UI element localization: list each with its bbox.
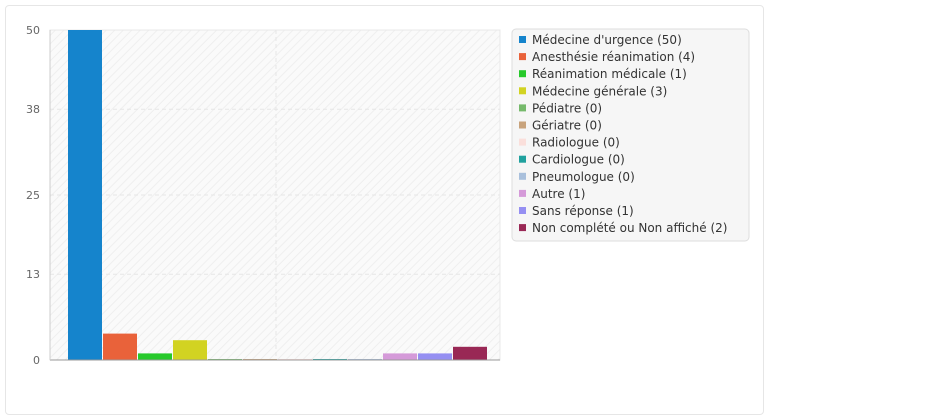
legend-label-12[interactable]: Non complété ou Non affiché (2)	[532, 221, 727, 235]
legend-label-2[interactable]: Anesthésie réanimation (4)	[532, 50, 695, 64]
legend-label-5[interactable]: Pédiatre (0)	[532, 101, 602, 115]
y-axis-ticks: 0 13 25 38 50	[26, 24, 40, 367]
legend-label-1[interactable]: Médecine d'urgence (50)	[532, 33, 682, 47]
bar-10[interactable]	[383, 353, 417, 360]
legend-swatch-7	[519, 138, 526, 146]
y-tick-label-0: 0	[33, 354, 40, 367]
bar-3[interactable]	[138, 353, 172, 360]
y-tick-label-50: 50	[26, 24, 40, 37]
legend-box	[511, 28, 750, 242]
legend-swatch-11	[519, 207, 526, 214]
bar-11[interactable]	[418, 353, 452, 360]
legend-label-10[interactable]: Autre (1)	[532, 187, 585, 201]
legend-swatch-10	[519, 189, 526, 197]
y-tick-label-25: 25	[26, 189, 40, 202]
legend-label-11[interactable]: Sans réponse (1)	[532, 204, 634, 218]
legend-label-9[interactable]: Pneumologue (0)	[532, 170, 635, 184]
legend-swatch-3	[519, 70, 526, 78]
legend-swatch-8	[519, 155, 526, 163]
legend: Médecine d'urgence (50) Anesthésie réanim…	[511, 28, 750, 242]
legend-label-4[interactable]: Médecine générale (3)	[532, 84, 667, 98]
legend-swatch-12	[519, 224, 526, 232]
bar-1[interactable]	[68, 30, 102, 360]
legend-label-3[interactable]: Réanimation médicale (1)	[532, 67, 687, 81]
bar-4[interactable]	[173, 340, 207, 360]
bars	[68, 30, 487, 360]
y-tick-label-38: 38	[26, 103, 40, 116]
legend-label-6[interactable]: Gériatre (0)	[532, 119, 602, 133]
bar-2[interactable]	[103, 333, 137, 360]
legend-swatch-4	[519, 87, 526, 95]
bar-12[interactable]	[453, 346, 487, 360]
legend-label-7[interactable]: Radiologue (0)	[532, 136, 620, 150]
y-tick-label-13: 13	[26, 268, 40, 281]
legend-swatch-9	[519, 172, 526, 180]
gridlines	[50, 30, 500, 360]
legend-swatch-6	[519, 121, 526, 129]
legend-swatch-2	[519, 53, 526, 61]
legend-label-8[interactable]: Cardiologue (0)	[532, 153, 625, 167]
legend-swatch-5	[519, 104, 526, 112]
legend-swatch-1	[519, 36, 526, 43]
